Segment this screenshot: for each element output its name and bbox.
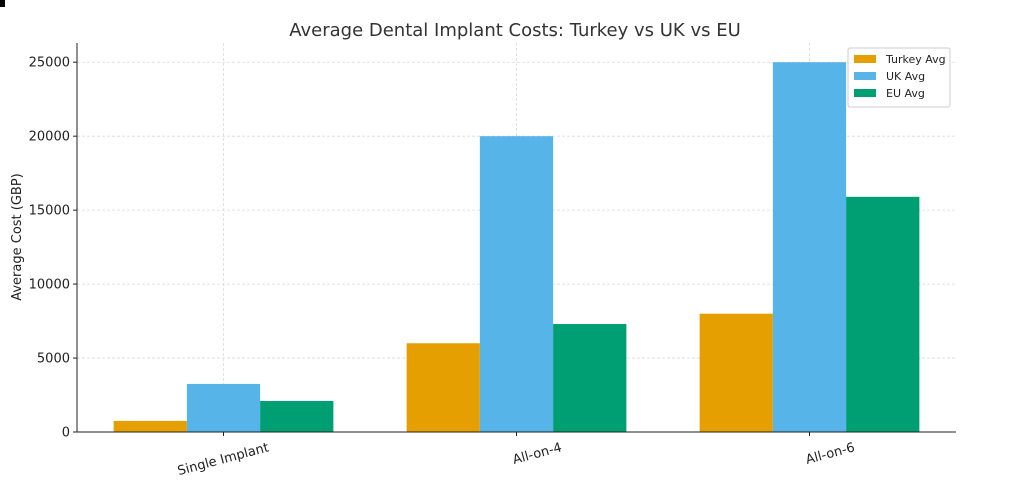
bar: [406, 343, 480, 432]
chart-title: Average Dental Implant Costs: Turkey vs …: [289, 20, 741, 41]
bar: [186, 383, 261, 432]
y-tick-label: 25000: [29, 56, 70, 71]
bar: [260, 400, 334, 432]
bar: [772, 62, 847, 432]
y-tick-label: 5000: [37, 352, 70, 367]
bar: [699, 313, 773, 432]
axes: [73, 43, 956, 436]
legend-label: Turkey Avg: [885, 53, 946, 66]
bar: [846, 196, 920, 432]
x-tick-label: All-on-4: [511, 440, 563, 467]
y-tick-label: 0: [62, 426, 70, 441]
bar: [113, 420, 187, 432]
bar: [553, 324, 627, 432]
y-axis-label: Average Cost (GBP): [10, 173, 25, 301]
y-tick-labels: 0 5000 10000 15000 20000 25000: [29, 56, 70, 441]
legend: Turkey Avg UK Avg EU Avg: [847, 47, 951, 108]
legend-swatch: [854, 55, 876, 63]
y-tick-label: 10000: [29, 278, 70, 293]
bars: [113, 62, 920, 433]
y-tick-label: 20000: [29, 130, 70, 145]
legend-swatch: [854, 72, 876, 80]
bar: [479, 136, 554, 433]
x-tick-label: All-on-6: [804, 440, 856, 467]
legend-label: UK Avg: [886, 70, 925, 83]
x-tick-label: Single Implant: [176, 440, 270, 479]
y-tick-label: 15000: [29, 204, 70, 219]
legend-swatch: [854, 89, 876, 97]
legend-label: EU Avg: [886, 87, 925, 100]
x-tick-labels: Single Implant All-on-4 All-on-6: [176, 440, 856, 479]
corner-mark: [0, 0, 5, 7]
